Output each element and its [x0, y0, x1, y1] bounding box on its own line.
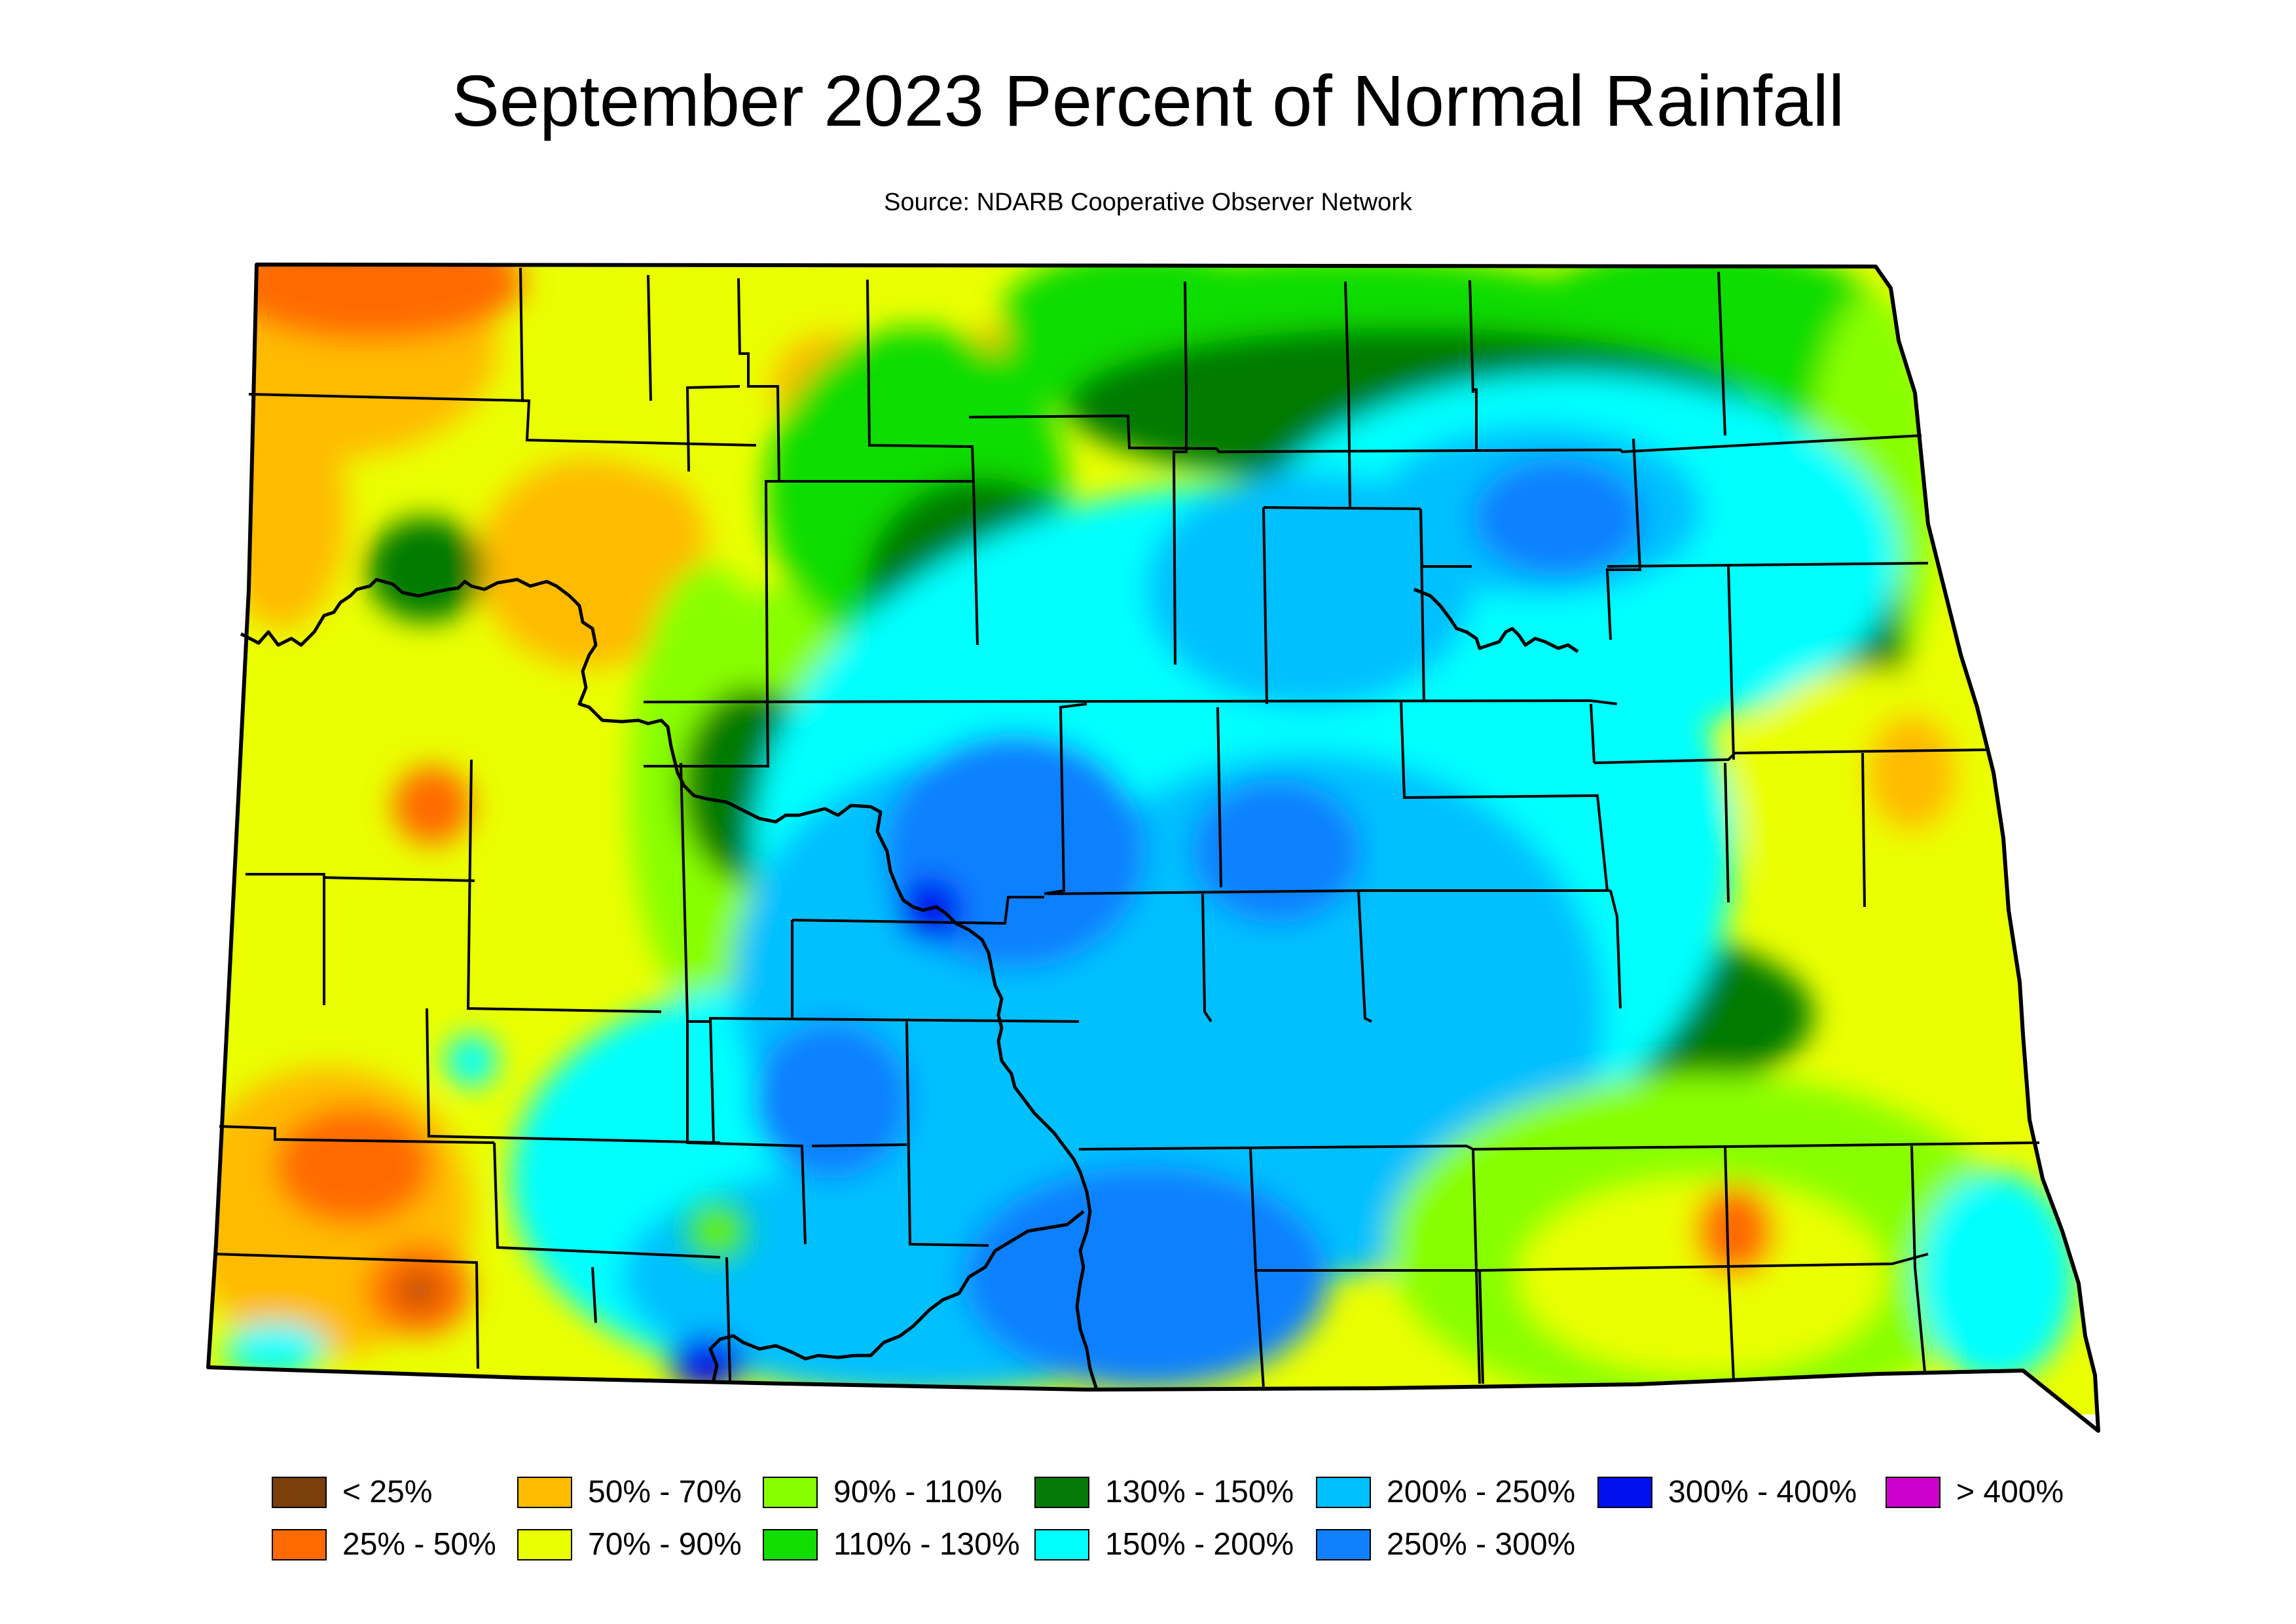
- legend-label: 25% - 50%: [342, 1527, 496, 1562]
- river-lines: [240, 578, 1579, 1390]
- legend-swatch: [763, 1477, 818, 1508]
- legend-item-110-130: 110% - 130%: [763, 1529, 1020, 1560]
- legend-item-200-250: 200% - 250%: [1316, 1477, 1575, 1508]
- legend-swatch: [517, 1529, 572, 1560]
- legend-label: 90% - 110%: [833, 1475, 1002, 1509]
- state-outline: [206, 263, 2100, 1433]
- legend-item-250-300: 250% - 300%: [1316, 1529, 1575, 1560]
- legend-label: 70% - 90%: [588, 1527, 742, 1562]
- legend-item-150-200: 150% - 200%: [1034, 1529, 1294, 1560]
- legend-item-lt25: < 25%: [272, 1477, 432, 1508]
- legend-swatch: [1886, 1477, 1941, 1508]
- legend-label: 110% - 130%: [833, 1527, 1020, 1562]
- legend-swatch: [1597, 1477, 1652, 1508]
- legend-swatch: [1034, 1529, 1089, 1560]
- legend-swatch: [1316, 1529, 1371, 1560]
- legend-item-90-110: 90% - 110%: [763, 1477, 1002, 1508]
- legend-label: 250% - 300%: [1387, 1527, 1576, 1562]
- legend-label: 300% - 400%: [1668, 1475, 1857, 1509]
- legend-swatch: [517, 1477, 572, 1508]
- legend-item-50-70: 50% - 70%: [517, 1477, 742, 1508]
- legend-swatch: [272, 1529, 327, 1560]
- county-boundaries: [215, 267, 2040, 1389]
- legend-swatch: [1034, 1477, 1089, 1508]
- legend-label: 200% - 250%: [1387, 1475, 1576, 1509]
- legend-item-300-400: 300% - 400%: [1597, 1477, 1857, 1508]
- legend-item-25-50: 25% - 50%: [272, 1529, 496, 1560]
- legend-label: < 25%: [342, 1475, 433, 1509]
- map-title: September 2023 Percent of Normal Rainfal…: [451, 61, 1845, 141]
- legend-label: 150% - 200%: [1105, 1527, 1294, 1562]
- legend-label: > 400%: [1956, 1475, 2064, 1509]
- legend-swatch: [763, 1529, 818, 1560]
- rainfall-field: [208, 265, 2098, 1414]
- legend-label: 50% - 70%: [588, 1475, 742, 1509]
- legend-swatch: [1316, 1477, 1371, 1508]
- legend-item-130-150: 130% - 150%: [1034, 1477, 1294, 1508]
- legend-swatch: [272, 1477, 327, 1508]
- legend-label: 130% - 150%: [1105, 1475, 1294, 1509]
- legend-item-70-90: 70% - 90%: [517, 1529, 742, 1560]
- legend-item-gt400: > 400%: [1886, 1477, 2064, 1508]
- map-subtitle: Source: NDARB Cooperative Observer Netwo…: [884, 189, 1412, 216]
